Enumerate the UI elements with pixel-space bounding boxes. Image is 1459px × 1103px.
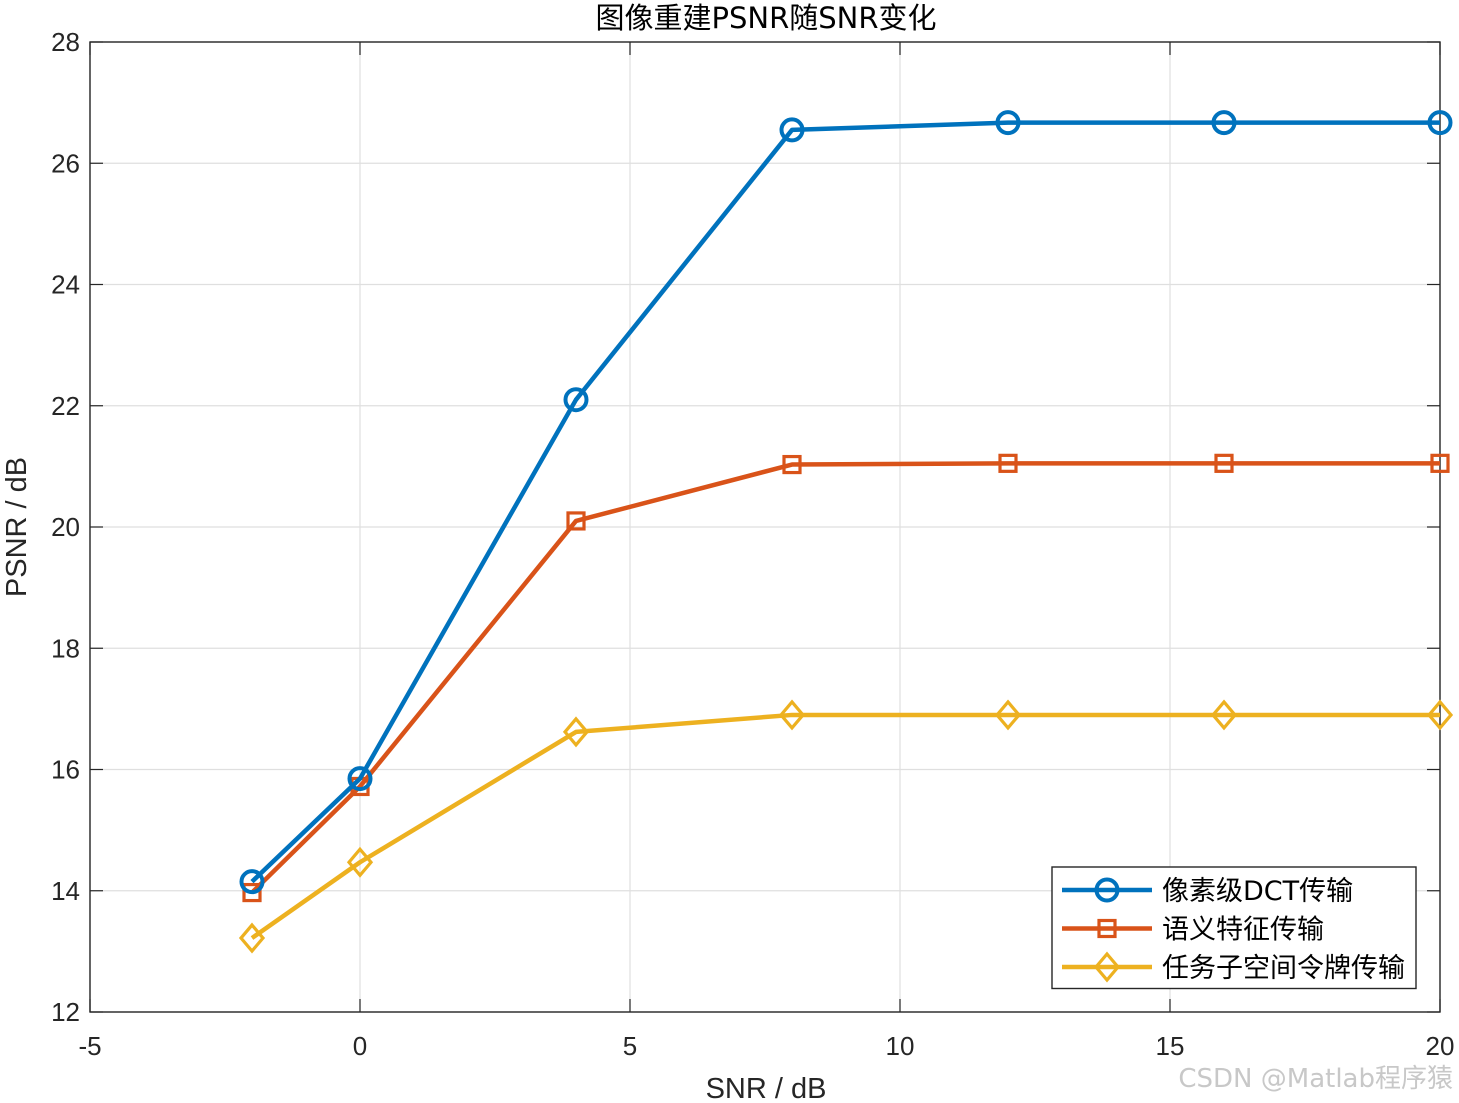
series-line — [250, 120, 1440, 884]
data-point — [346, 846, 374, 878]
y-tick-label: 18 — [51, 633, 80, 663]
data-point — [779, 117, 805, 143]
legend-marker — [1094, 877, 1120, 903]
x-tick-label: -5 — [78, 1031, 101, 1061]
data-point — [242, 882, 262, 903]
data-point — [1211, 110, 1237, 136]
data-point — [1210, 699, 1238, 731]
watermark: CSDN @Matlab程序猿 — [1178, 1064, 1453, 1094]
data-point — [994, 699, 1022, 731]
y-tick-label: 24 — [51, 270, 80, 300]
data-point — [1427, 110, 1453, 136]
series-line — [250, 461, 1440, 895]
data-point — [995, 110, 1021, 136]
y-tick-label: 20 — [51, 512, 80, 542]
y-tick-label: 12 — [51, 997, 80, 1027]
plot-area: -5 0 5 10 15 20 12 14 16 18 20 22 24 26 28 — [51, 27, 1454, 1061]
x-tick-label: 15 — [1156, 1031, 1185, 1061]
y-tick-label: 16 — [51, 755, 80, 785]
legend-label: 语义特征传输 — [1162, 915, 1324, 946]
x-tick-label: 20 — [1426, 1031, 1455, 1061]
series-line — [250, 712, 1440, 940]
y-tick-label: 22 — [51, 391, 80, 421]
y-tick-label: 26 — [51, 148, 80, 178]
y-axis-title: PSNR / dB — [1, 457, 33, 597]
chart-title: 图像重建PSNR随SNR变化 — [596, 1, 937, 35]
legend-label: 像素级DCT传输 — [1162, 876, 1353, 907]
data-point — [238, 922, 266, 954]
axes-box — [89, 41, 1441, 1013]
y-tick-label: 14 — [51, 876, 80, 906]
x-axis-title: SNR / dB — [706, 1073, 827, 1103]
x-tick-label: 10 — [886, 1031, 915, 1061]
data-point — [778, 699, 806, 731]
legend-marker — [1093, 951, 1121, 983]
series-1 — [239, 110, 1453, 895]
data-point — [782, 454, 802, 475]
data-point — [1214, 453, 1234, 473]
data-point — [566, 511, 586, 531]
data-point — [562, 716, 590, 748]
y-tick-label: 28 — [51, 27, 80, 57]
series-3 — [238, 699, 1454, 954]
data-point — [239, 869, 265, 895]
data-point — [1430, 453, 1450, 473]
data-point — [347, 766, 373, 792]
legend-label: 任务子空间令牌传输 — [1162, 953, 1405, 984]
x-tick-label: 5 — [623, 1031, 637, 1061]
data-point — [1426, 699, 1454, 731]
data-point — [998, 453, 1018, 473]
legend-marker — [1097, 918, 1117, 939]
x-tick-label: 0 — [353, 1031, 367, 1061]
data-point — [563, 387, 589, 413]
